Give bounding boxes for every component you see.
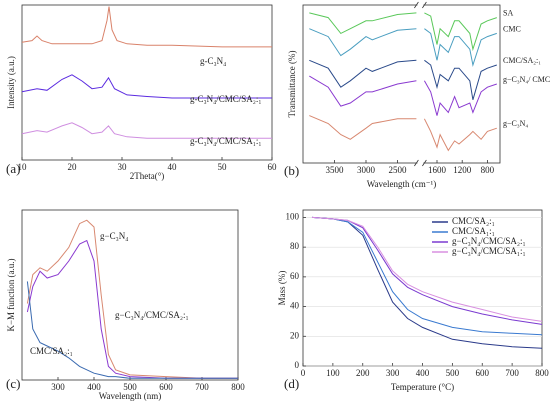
- series-label: CMC: [503, 24, 521, 33]
- y-axis-label: Intensity (a.u.): [6, 56, 16, 109]
- series-label: g-C₃N₄: [200, 56, 226, 66]
- plot-frame: [21, 4, 273, 161]
- x-tick-label: 20: [68, 162, 78, 172]
- x-tick-label: 300: [386, 368, 400, 378]
- series-label: SA: [503, 8, 513, 17]
- legend-label: g−C₃N₄/CMC/SA₂:₁: [452, 236, 526, 246]
- series-line: [21, 74, 272, 99]
- series-label: g-C₃N₄/CMC/SA₁:₁: [190, 136, 262, 146]
- series-label: CMC/SA₂:₁: [30, 346, 73, 356]
- x-tick-label: 100: [326, 368, 340, 378]
- series-line: [26, 281, 238, 379]
- x-axis-label: Wavelength (nm): [99, 391, 162, 401]
- plot-frame: [302, 4, 501, 164]
- series-line: [309, 75, 497, 116]
- x-tick-label: 60: [268, 162, 278, 172]
- x-tick-label: 300: [51, 382, 65, 392]
- x-tick-label: 700: [505, 368, 519, 378]
- series-line: [311, 216, 543, 325]
- series-line: [26, 219, 238, 379]
- panel-label: (d): [284, 376, 299, 391]
- y-axis-label: Transmittance (%): [287, 51, 297, 118]
- axis-break: [417, 3, 424, 165]
- series-line: [309, 28, 497, 67]
- series-label: g−C₃N₄: [100, 231, 128, 241]
- series-line: [311, 216, 543, 336]
- series-line: [309, 59, 497, 100]
- y-tick-label: 20: [290, 330, 300, 340]
- y-axis-label: Mass (%): [277, 271, 287, 306]
- series-label: g-C₃N₄/CMC/SA₂:₁: [190, 94, 262, 104]
- series-line: [311, 216, 543, 322]
- panel-label: (b): [284, 163, 299, 178]
- x-tick-label: 2500: [389, 165, 408, 175]
- break-mark: [414, 1, 419, 9]
- x-tick-label: 50: [218, 162, 228, 172]
- series-line: [26, 239, 238, 379]
- x-tick-label: 500: [123, 382, 137, 392]
- series-line: [21, 6, 272, 48]
- panel-label: (a): [6, 161, 20, 176]
- x-tick-label: 1200: [453, 165, 472, 175]
- x-tick-label: 600: [476, 368, 490, 378]
- x-tick-label: 800: [231, 382, 245, 392]
- x-tick-label: 800: [481, 165, 495, 175]
- break-mark: [422, 159, 427, 167]
- y-tick-label: 80: [290, 241, 300, 251]
- x-axis-label: Temperature (°C): [391, 382, 454, 392]
- y-tick-label: 60: [290, 271, 300, 281]
- x-tick-label: 400: [416, 368, 430, 378]
- x-tick-label: 400: [87, 382, 101, 392]
- legend-label: g−C₃N₄/CMC/SA₁:₁: [452, 246, 526, 256]
- x-tick-label: 30: [118, 162, 128, 172]
- x-tick-label: 700: [195, 382, 209, 392]
- x-tick-label: 1600: [428, 165, 447, 175]
- x-tick-label: 800: [535, 368, 549, 378]
- x-tick-label: 40: [168, 162, 178, 172]
- series-label: g−C₃N₄/CMC/SA₂:₁: [115, 310, 189, 320]
- break-mark: [422, 1, 427, 9]
- x-axis-label: 2Theta(°): [130, 171, 165, 181]
- y-tick-label: 40: [290, 301, 300, 311]
- series-line: [309, 12, 497, 52]
- panel-label: (c): [6, 376, 20, 391]
- x-tick-label: 0: [301, 368, 306, 378]
- series-line: [21, 122, 272, 139]
- x-tick-label: 600: [159, 382, 173, 392]
- x-tick-label: 3500: [326, 165, 345, 175]
- series-label: CMC/SA₂:₁: [503, 56, 541, 65]
- legend-label: CMC/SA₁:₁: [452, 226, 495, 236]
- series-label: g−C₃N₄: [503, 119, 528, 128]
- x-tick-label: 10: [18, 162, 28, 172]
- y-axis-label: K−M function (a.u.): [6, 258, 16, 331]
- series-line: [309, 115, 497, 152]
- legend-label: CMC/SA₂:₁: [452, 216, 495, 226]
- x-tick-label: 500: [446, 368, 460, 378]
- series-label: g−C₃N₄/ CMC/SA₂:₁: [503, 75, 550, 84]
- x-axis-label: Wavelength (cm⁻¹): [367, 179, 436, 189]
- break-mark: [414, 159, 419, 167]
- y-tick-label: 0: [295, 360, 300, 370]
- x-tick-label: 3000: [357, 165, 376, 175]
- plot-frame: [302, 209, 543, 367]
- y-tick-label: 100: [286, 211, 300, 221]
- x-tick-label: 200: [356, 368, 370, 378]
